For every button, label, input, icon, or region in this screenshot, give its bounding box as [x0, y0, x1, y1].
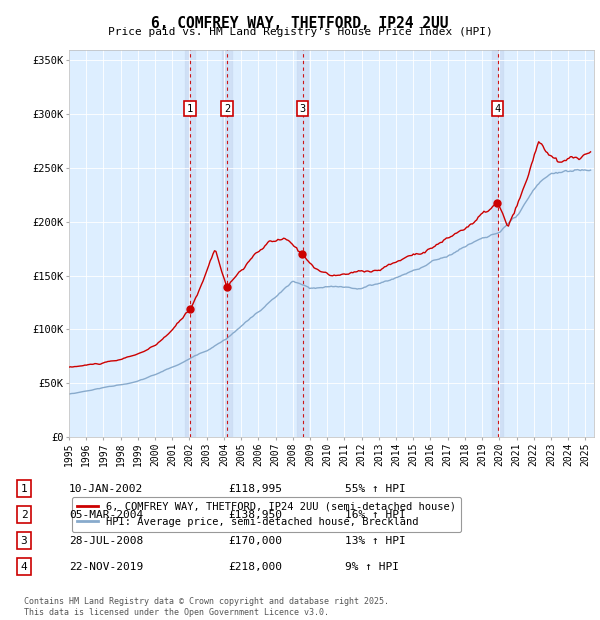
Text: 13% ↑ HPI: 13% ↑ HPI: [345, 536, 406, 546]
Bar: [493, 50, 503, 437]
Text: £118,995: £118,995: [228, 484, 282, 494]
Text: 1: 1: [20, 484, 28, 494]
Text: 22-NOV-2019: 22-NOV-2019: [69, 562, 143, 572]
Text: 28-JUL-2008: 28-JUL-2008: [69, 536, 143, 546]
Text: Contains HM Land Registry data © Crown copyright and database right 2025.
This d: Contains HM Land Registry data © Crown c…: [24, 598, 389, 617]
Text: £170,000: £170,000: [228, 536, 282, 546]
Text: Price paid vs. HM Land Registry's House Price Index (HPI): Price paid vs. HM Land Registry's House …: [107, 27, 493, 37]
Text: £138,950: £138,950: [228, 510, 282, 520]
Text: 05-MAR-2004: 05-MAR-2004: [69, 510, 143, 520]
Text: 16% ↑ HPI: 16% ↑ HPI: [345, 510, 406, 520]
Text: 9% ↑ HPI: 9% ↑ HPI: [345, 562, 399, 572]
Text: 4: 4: [494, 104, 501, 114]
Text: 2: 2: [224, 104, 230, 114]
Text: £218,000: £218,000: [228, 562, 282, 572]
Text: 2: 2: [20, 510, 28, 520]
Text: 3: 3: [299, 104, 306, 114]
Bar: [222, 50, 232, 437]
Text: 4: 4: [20, 562, 28, 572]
Text: 6, COMFREY WAY, THETFORD, IP24 2UU: 6, COMFREY WAY, THETFORD, IP24 2UU: [151, 16, 449, 31]
Bar: [185, 50, 195, 437]
Text: 55% ↑ HPI: 55% ↑ HPI: [345, 484, 406, 494]
Text: 1: 1: [187, 104, 193, 114]
Text: 10-JAN-2002: 10-JAN-2002: [69, 484, 143, 494]
Text: 3: 3: [20, 536, 28, 546]
Bar: [298, 50, 308, 437]
Legend: 6, COMFREY WAY, THETFORD, IP24 2UU (semi-detached house), HPI: Average price, se: 6, COMFREY WAY, THETFORD, IP24 2UU (semi…: [71, 497, 461, 532]
